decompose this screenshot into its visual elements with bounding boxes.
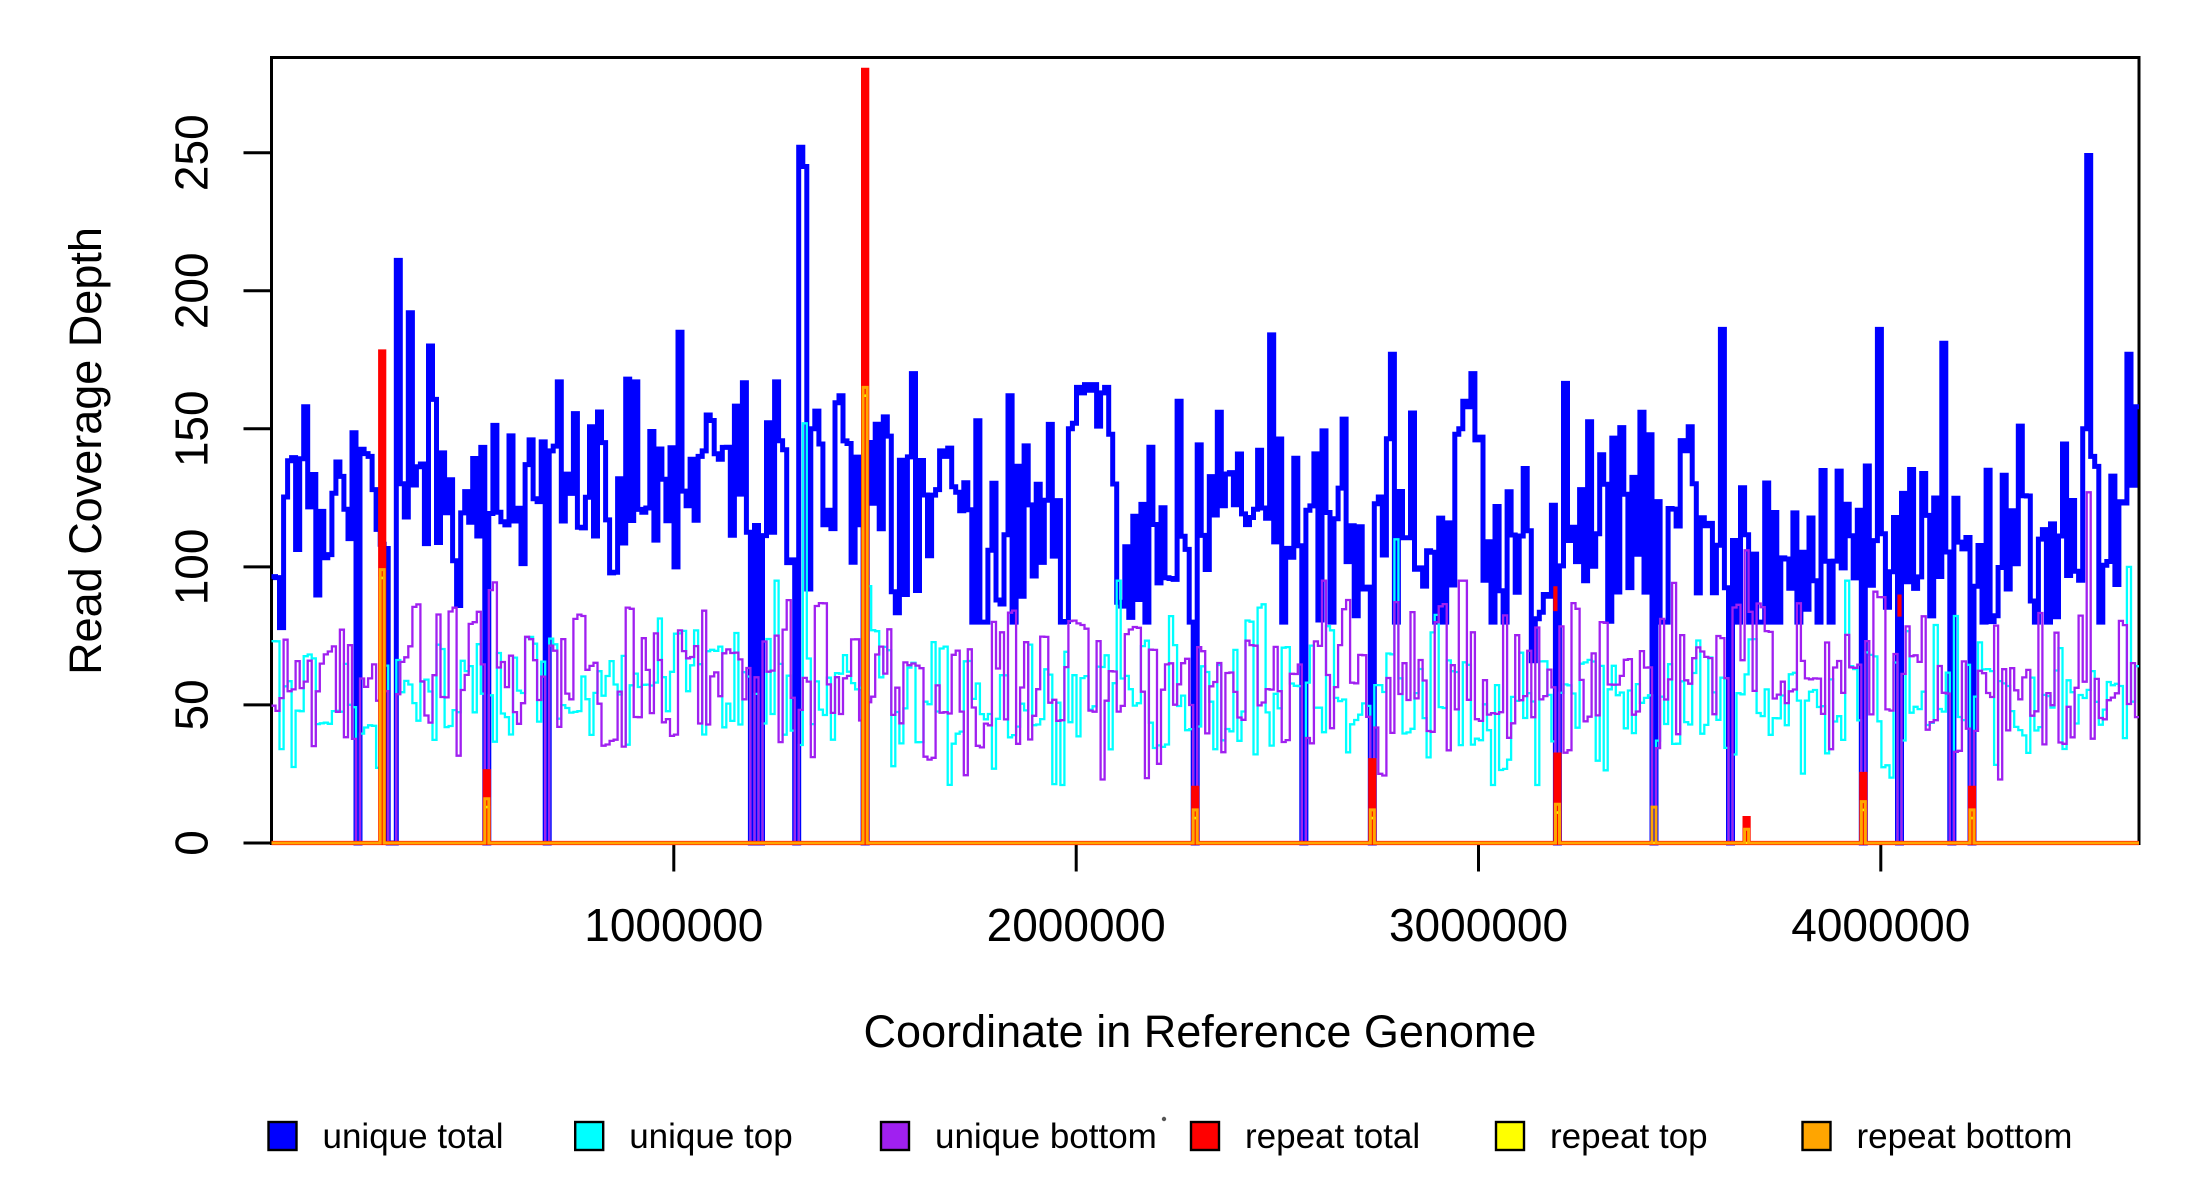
- svg-text:50: 50: [166, 679, 218, 730]
- svg-text:repeat top: repeat top: [1550, 1117, 1708, 1156]
- svg-text:2000000: 2000000: [987, 899, 1166, 951]
- svg-text:unique bottom: unique bottom: [935, 1117, 1157, 1156]
- svg-text:0: 0: [166, 830, 218, 856]
- svg-text:unique total: unique total: [323, 1117, 504, 1156]
- svg-text:repeat bottom: repeat bottom: [1857, 1117, 2073, 1156]
- svg-text:Coordinate in Reference Genome: Coordinate in Reference Genome: [864, 1006, 1537, 1057]
- svg-text:4000000: 4000000: [1791, 899, 1970, 951]
- svg-text:Read Coverage Depth: Read Coverage Depth: [60, 227, 111, 675]
- svg-text:200: 200: [166, 252, 218, 329]
- svg-text:100: 100: [166, 529, 218, 606]
- svg-text:150: 150: [166, 390, 218, 467]
- svg-text:unique top: unique top: [629, 1117, 792, 1156]
- svg-text:repeat total: repeat total: [1245, 1117, 1420, 1156]
- svg-text:1000000: 1000000: [584, 899, 763, 951]
- svg-text:250: 250: [166, 114, 218, 191]
- svg-text:3000000: 3000000: [1389, 899, 1568, 951]
